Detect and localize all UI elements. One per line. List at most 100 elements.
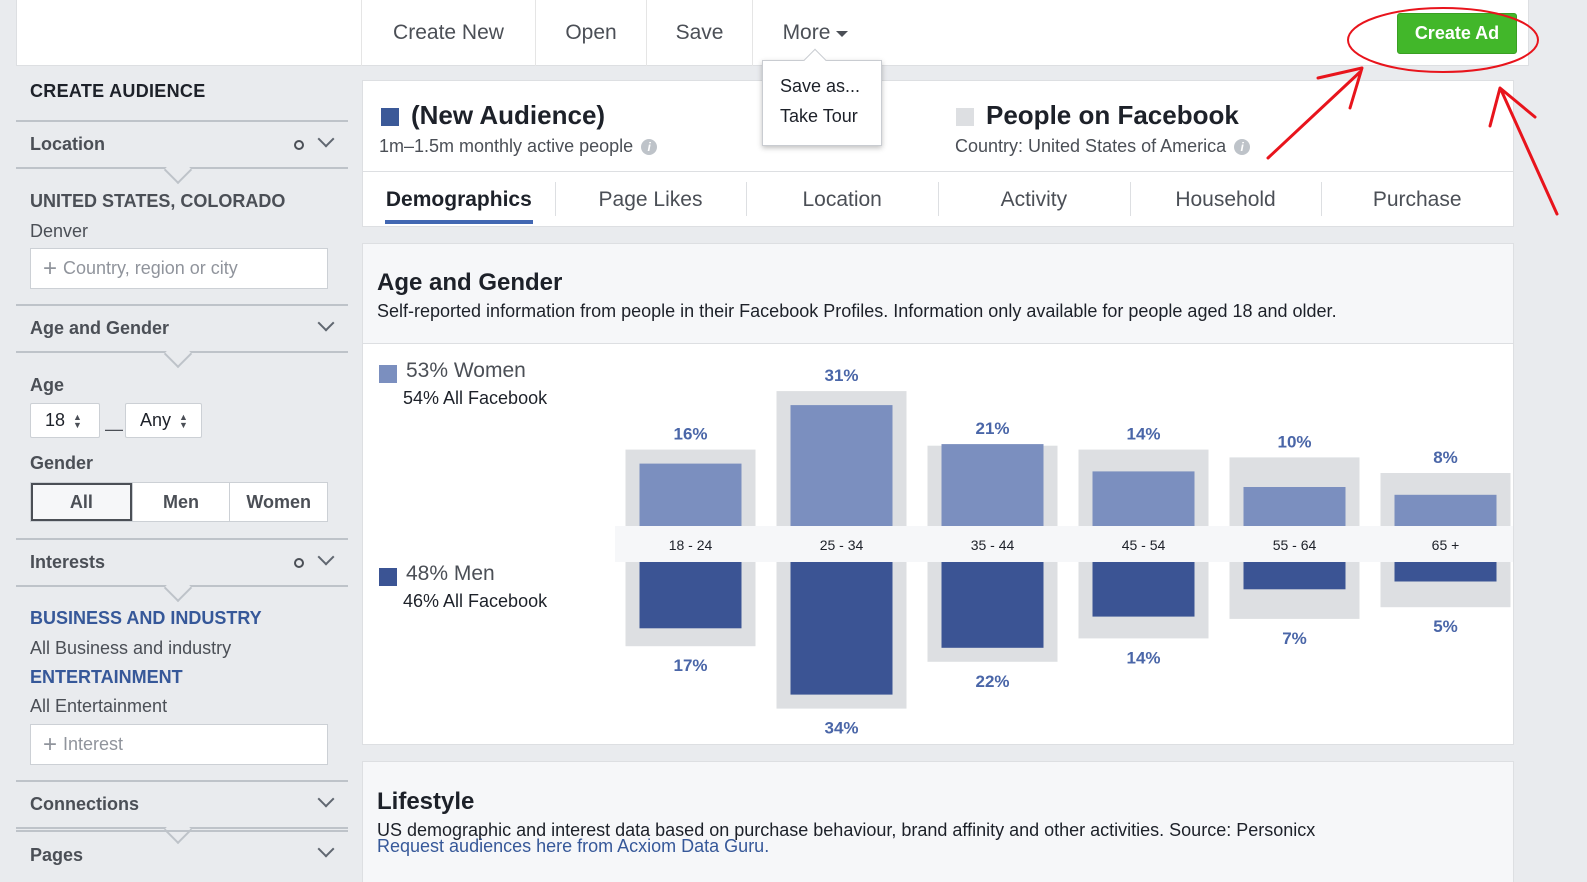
gender-option-all[interactable]: All [31,483,132,521]
chevron-down-icon[interactable] [317,840,335,858]
create-ad-button[interactable]: Create Ad [1397,13,1517,54]
tab-page-likes[interactable]: Page Likes [554,172,747,227]
bar-men [1092,562,1195,617]
tab-household[interactable]: Household [1129,172,1322,227]
top-toolbar: Create New Open Save More Create Ad [16,0,1529,66]
updown-icon: ▲ ▼ [179,411,188,430]
more-dropdown-menu: Save as... Take Tour [762,48,882,146]
open-label: Open [565,21,617,44]
open-button[interactable]: Open [535,0,646,66]
tab-activity[interactable]: Activity [938,172,1130,227]
data-label-men: 22% [975,672,1009,691]
tab-location[interactable]: Location [746,172,938,227]
acxiom-request-link[interactable]: Request audiences here from Acxiom Data … [377,836,770,856]
data-label-men: 17% [673,656,707,675]
create-new-button[interactable]: Create New [361,0,535,66]
data-label-men: 5% [1433,617,1458,636]
age-gender-subtitle: Self-reported information from people in… [377,301,1337,321]
gender-option-men[interactable]: Men [131,483,230,521]
age-label: Age [30,375,65,395]
audience-color-swatch [381,108,399,126]
section-pages-label: Pages [30,845,84,865]
section-pointer [163,573,193,603]
interest-search-input[interactable]: + Interest [30,724,328,765]
age-axis-band [615,526,1513,562]
age-max-value: Any [140,410,172,430]
chevron-down-icon[interactable] [317,548,335,566]
audience-size-text: 1m–1.5m monthly active people [379,136,634,156]
lifestyle-title: Lifestyle [377,788,475,815]
interest-category-business[interactable]: BUSINESS AND INDUSTRY [30,608,262,628]
bar-women [639,463,742,526]
interest-category-entertainment[interactable]: ENTERTAINMENT [30,667,183,687]
tab-purchase[interactable]: Purchase [1321,172,1513,227]
more-button[interactable]: More [752,0,878,66]
age-max-select[interactable]: Any ▲ ▼ [125,403,202,438]
menu-item-save-as[interactable]: Save as... [780,76,861,96]
lifestyle-card: Lifestyle US demographic and interest da… [362,761,1514,882]
interest-value-entertainment: All Entertainment [30,696,168,716]
sidebar-title: CREATE AUDIENCE [30,81,206,101]
chevron-down-icon[interactable] [317,130,335,148]
chevron-down-icon[interactable] [317,790,335,808]
men-legend-swatch [379,568,397,586]
section-interests-header[interactable]: Interests [16,538,348,603]
info-icon[interactable]: i [641,139,658,156]
data-label-women: 16% [673,425,707,444]
create-new-label: Create New [393,21,504,44]
age-gender-card-header: Age and Gender Self-reported information… [363,244,1513,344]
age-category-label: 65 + [1432,537,1460,553]
age-min-select[interactable]: 18 ▲ ▼ [30,403,100,438]
more-label: More [782,21,831,44]
tab-demographics[interactable]: Demographics [363,172,555,227]
chevron-down-icon[interactable] [317,314,335,332]
data-label-men: 14% [1126,648,1160,667]
save-button[interactable]: Save [646,0,752,66]
updown-icon: ▲ ▼ [73,411,82,430]
section-pages-header[interactable]: Pages [16,830,348,879]
section-pointer [163,155,193,185]
interest-value-business: All Business and industry [30,638,232,658]
audience-header-card: (New Audience) 1m–1.5m monthly active pe… [362,80,1514,227]
women-all-facebook: 54% All Facebook [403,388,548,408]
age-range-separator: — [105,419,123,439]
section-age-gender-label: Age and Gender [30,318,170,338]
age-category-label: 25 - 34 [820,537,864,553]
men-all-facebook: 46% All Facebook [403,591,548,611]
menu-item-take-tour[interactable]: Take Tour [780,106,858,126]
plus-icon: + [43,730,58,758]
section-pointer [163,339,193,369]
age-min-value: 18 [45,410,66,430]
section-location-label: Location [30,134,105,154]
section-age-gender-header[interactable]: Age and Gender [16,304,348,369]
info-icon[interactable]: i [1234,139,1251,156]
data-label-men: 34% [824,719,858,738]
compare-country-text: Country: United States of America [955,136,1227,156]
data-label-women: 10% [1277,432,1311,451]
caret-down-icon [836,31,849,37]
data-label-women: 8% [1433,448,1458,467]
create-ad-label: Create Ad [1414,23,1500,43]
lifestyle-subtitle: US demographic and interest data based o… [377,820,1316,840]
bar-women [790,405,893,526]
bar-women [1243,487,1346,526]
gender-option-women[interactable]: Women [229,483,327,521]
data-label-women: 31% [824,366,858,385]
bar-women [1394,494,1497,526]
location-search-input[interactable]: + Country, region or city [30,248,328,289]
create-audience-sidebar: CREATE AUDIENCE Location UNITED STATES, … [16,66,348,882]
bar-men [1243,562,1346,590]
age-category-label: 18 - 24 [669,537,713,553]
section-location-header[interactable]: Location [16,120,348,185]
age-gender-chart: 16% 17% 18 - 24 31% 34% 25 - 34 21% 22% 35 - 44 1… [615,366,1513,738]
compare-country: Country: United States of America i [955,136,1251,157]
data-label-women: 21% [975,419,1009,438]
bar-men [941,562,1044,648]
audience-size: 1m–1.5m monthly active people i [379,136,658,157]
section-connections-header[interactable]: Connections [16,780,348,845]
age-gender-card: Age and Gender Self-reported information… [362,243,1514,745]
section-interests-label: Interests [30,552,106,572]
bar-men [790,562,893,695]
selected-location-region: UNITED STATES, COLORADO [30,191,286,211]
plus-icon: + [43,254,58,282]
